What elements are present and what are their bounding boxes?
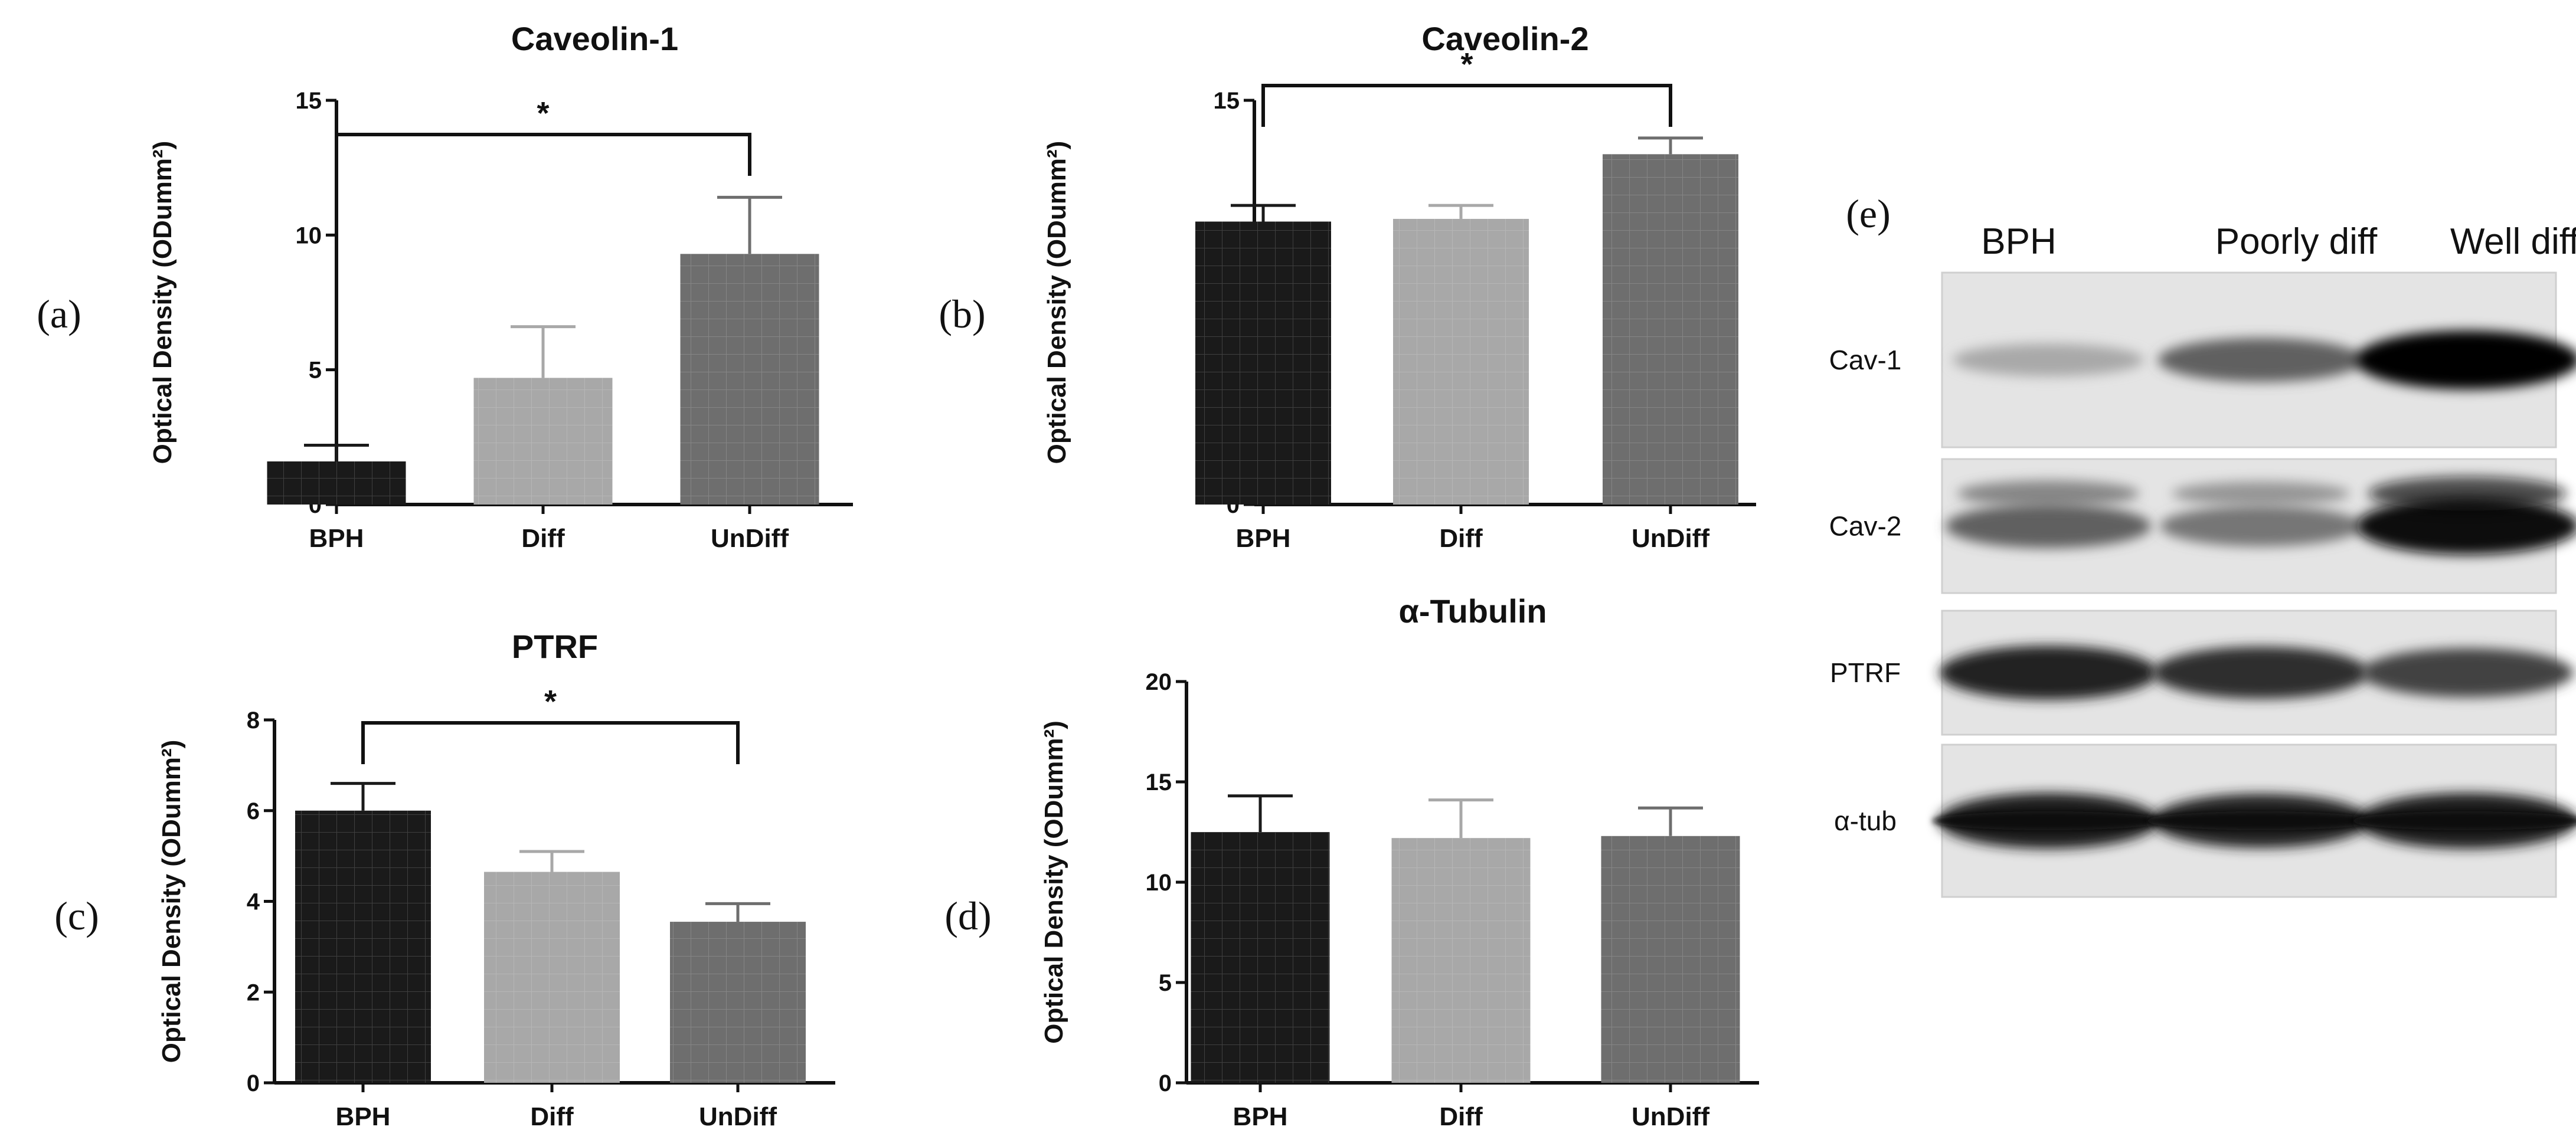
x-tick-label: Diff — [1439, 1102, 1483, 1131]
panel-label: (e) — [1846, 191, 1890, 236]
bar-texture — [267, 461, 406, 505]
blot-band-upper — [1957, 480, 2140, 507]
y-tick-label: 5 — [1159, 970, 1172, 996]
blot-band — [2361, 648, 2574, 697]
x-tick-label: Diff — [521, 524, 565, 553]
blot-row-label: Cav-1 — [1829, 345, 1902, 375]
blot-band — [2157, 338, 2364, 382]
blot-row-α-tub: α-tub — [1834, 744, 2576, 898]
chart-title: Caveolin-1 — [511, 20, 678, 57]
chart-panel-c: PTRF (c) Optical Density (ODumm²) 0 2 4 6 8 BPH D… — [54, 628, 835, 1131]
blot-column-label: BPH — [1981, 221, 2056, 262]
blot-row-label: α-tub — [1834, 805, 1897, 836]
x-tick-label: BPH — [336, 1102, 391, 1131]
blot-band — [2160, 505, 2362, 547]
blot-band-core — [2146, 811, 2376, 830]
bar-texture — [1391, 838, 1531, 1083]
bar-texture — [1603, 154, 1738, 505]
y-tick-label: 5 — [309, 358, 322, 384]
blot-band — [2153, 646, 2369, 699]
x-tick-label: BPH — [1233, 1102, 1288, 1131]
y-tick-label: 15 — [296, 88, 322, 114]
chart-title: Caveolin-2 — [1421, 20, 1588, 57]
bar-texture — [1191, 832, 1330, 1083]
panel-label: (d) — [944, 893, 991, 938]
chart-title: α-Tubulin — [1398, 592, 1547, 630]
significance-star: * — [1460, 47, 1473, 82]
significance-bracket — [335, 133, 751, 176]
panel-label: (a) — [37, 292, 81, 336]
blot-band — [2355, 330, 2576, 389]
x-tick-label: BPH — [1236, 524, 1291, 553]
blot-band — [1953, 343, 2144, 376]
y-axis-label: Optical Density (ODumm²) — [148, 141, 177, 464]
chart-panel-b: Caveolin-2(b)Optical Density (ODumm²)051… — [939, 20, 1756, 553]
significance-bracket — [1261, 84, 1672, 127]
y-tick-label: 10 — [1146, 870, 1172, 896]
bar-texture — [1393, 218, 1529, 505]
y-axis-label: Optical Density (ODumm²) — [157, 740, 186, 1063]
blot-row-ptrf: PTRF — [1830, 610, 2574, 736]
x-tick-label: UnDiff — [1632, 524, 1709, 553]
bar-texture — [1601, 836, 1740, 1083]
panel-label: (b) — [939, 292, 985, 336]
panel-label: (c) — [54, 893, 99, 938]
bar-texture — [670, 922, 806, 1083]
bar-texture — [295, 810, 431, 1083]
blot-row-cav-1: Cav-1 — [1829, 271, 2576, 448]
x-tick-label: UnDiff — [711, 524, 789, 553]
x-tick-label: BPH — [309, 524, 364, 553]
blot-band-core — [1932, 811, 2165, 830]
y-tick-label: 2 — [247, 980, 260, 1006]
blot-row-cav-2: Cav-2 — [1829, 458, 2576, 594]
significance-star: * — [537, 96, 549, 131]
y-axis-label: Optical Density (ODumm²) — [1039, 720, 1068, 1044]
y-tick-label: 4 — [247, 889, 260, 915]
y-tick-label: 6 — [247, 798, 260, 824]
blot-row-label: PTRF — [1830, 657, 1901, 688]
y-tick-label: 20 — [1146, 669, 1172, 695]
bar-texture — [680, 254, 819, 505]
blot-band-core — [2351, 811, 2576, 830]
y-tick-label: 15 — [1146, 769, 1172, 795]
y-tick-label: 0 — [247, 1070, 260, 1096]
bar-texture — [484, 872, 620, 1083]
chart-panel-a: Caveolin-1(a) Optical Density (ODumm²)051… — [37, 20, 853, 553]
chart-title: PTRF — [512, 628, 598, 665]
blot-column-label: Well diff — [2450, 221, 2576, 262]
y-tick-label: 15 — [1214, 88, 1240, 114]
x-tick-label: UnDiff — [1632, 1102, 1709, 1131]
blot-band — [1939, 646, 2157, 700]
y-tick-label: 0 — [1159, 1070, 1172, 1096]
blot-band-upper — [2368, 476, 2567, 511]
blot-column-label: Poorly diff — [2215, 221, 2378, 262]
bar-texture — [473, 378, 613, 505]
blot-band — [1945, 504, 2152, 548]
significance-bracket — [361, 721, 740, 764]
bar-texture — [1195, 221, 1331, 505]
blot-row-label: Cav-2 — [1829, 511, 1902, 542]
blot-band-upper — [2172, 481, 2350, 506]
y-tick-label: 10 — [296, 222, 322, 248]
blot-band — [2356, 497, 2576, 555]
chart-panel-d: α-Tubulin (d) Optical Density (ODumm²) 0 5 10… — [944, 592, 1759, 1131]
significance-star: * — [544, 684, 557, 719]
y-axis-label: Optical Density (ODumm²) — [1042, 141, 1071, 464]
blot-panel-e: (e) BPH Poorly diff Well diff Cav-1 Cav-2 PTRF… — [1829, 191, 2576, 898]
x-tick-label: UnDiff — [699, 1102, 777, 1131]
x-tick-label: Diff — [530, 1102, 574, 1131]
x-tick-label: Diff — [1439, 524, 1483, 553]
y-tick-label: 8 — [247, 708, 260, 733]
